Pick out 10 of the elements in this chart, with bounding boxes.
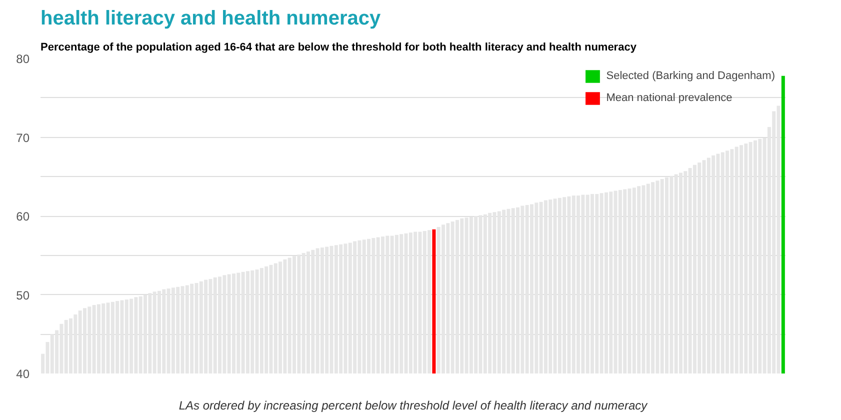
legend-label: Mean national prevalence: [606, 92, 732, 104]
x-axis-title: LAs ordered by increasing percent below threshold level of health literacy and numeracy: [178, 398, 648, 412]
chart-title: health literacy and health numeracy: [40, 8, 382, 30]
y-tick-label: 60: [16, 210, 30, 224]
y-tick-label: 80: [16, 52, 30, 66]
y-tick-label: 70: [16, 130, 30, 145]
chart-subtitle: Percentage of the population aged 16-64 that are below the threshold for both health literacy and health numeracy: [40, 42, 638, 54]
y-tick-label: 40: [16, 367, 30, 381]
y-tick-label: 50: [16, 288, 30, 302]
legend-label: Selected (Barking and Dagenham): [606, 70, 775, 82]
